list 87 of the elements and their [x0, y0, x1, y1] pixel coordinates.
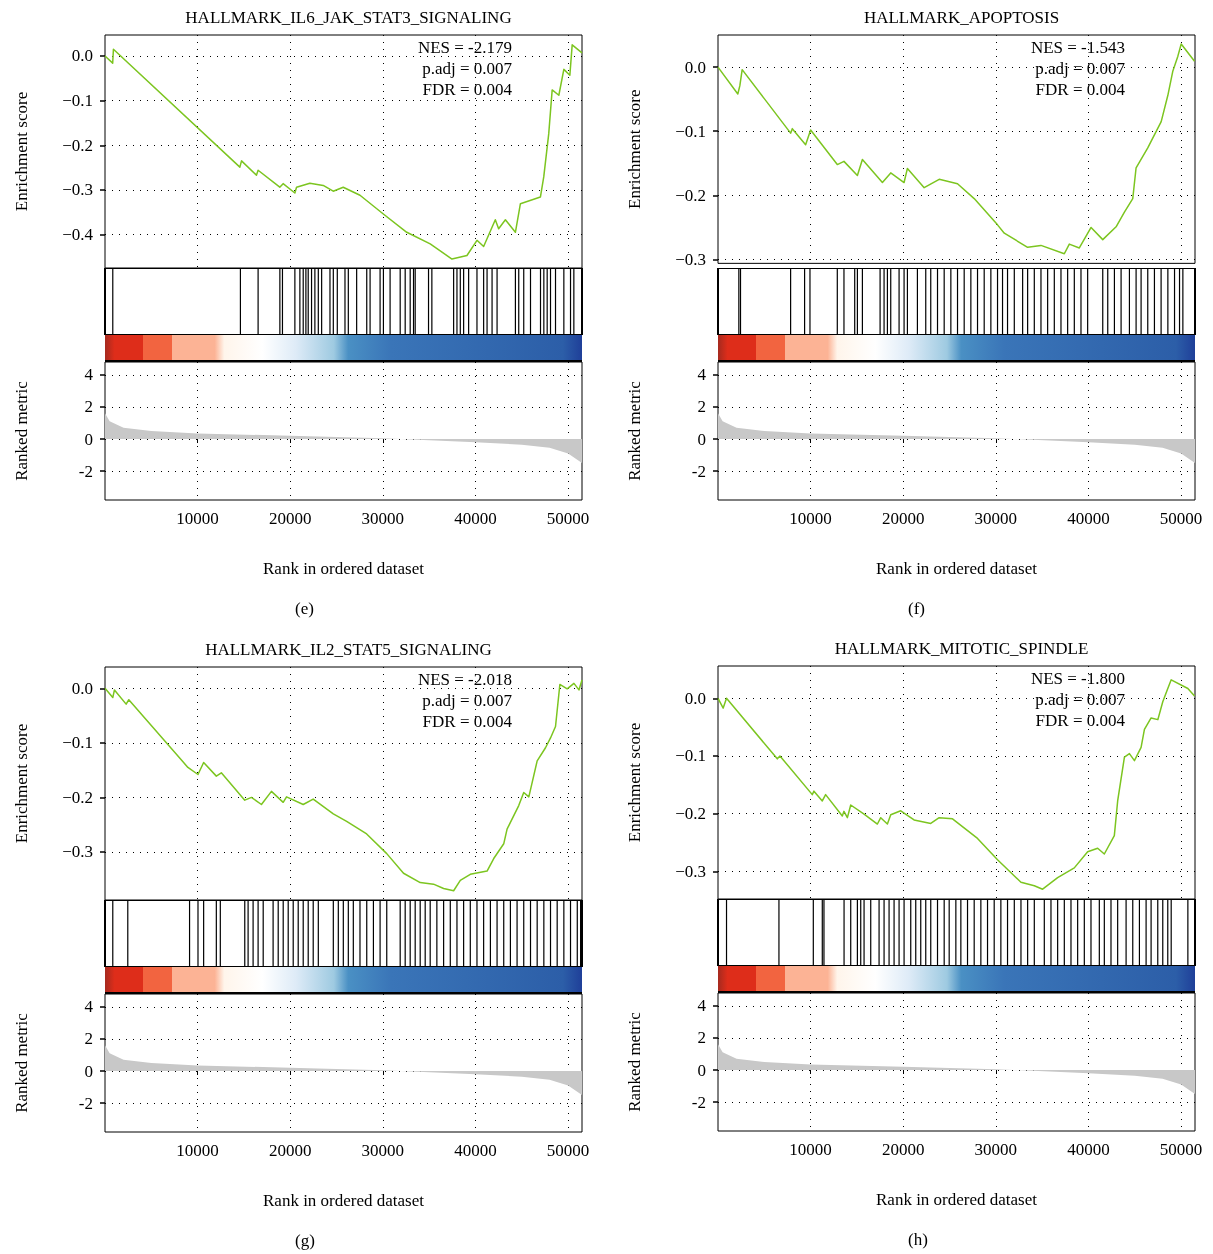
y-tick-label: −0.1: [62, 91, 93, 111]
annotation: NES = -1.800: [1030, 669, 1125, 688]
y-tick-label: 4: [84, 365, 94, 385]
annotation: p.adj = 0.007: [1035, 690, 1126, 709]
annotation: FDR = 0.004: [1035, 711, 1126, 730]
y-tick-label: −0.4: [62, 225, 94, 245]
y-tick-label: -2: [691, 1092, 706, 1112]
x-axis-title: Rank in ordered dataset: [263, 1191, 425, 1210]
x-axis-title: Rank in ordered dataset: [263, 559, 425, 578]
x-tick-label: 10000: [789, 1140, 832, 1159]
chart-title: HALLMARK_IL6_JAK_STAT3_SIGNALING: [185, 8, 512, 27]
y-tick-label: 2: [84, 397, 93, 417]
x-tick-label: 50000: [546, 509, 590, 528]
y-tick-label: 2: [697, 397, 706, 417]
x-tick-label: 30000: [361, 509, 405, 528]
y-tick-label: 0.0: [71, 678, 93, 698]
x-axis-title: Rank in ordered dataset: [876, 559, 1038, 578]
x-axis-title: Rank in ordered dataset: [876, 1190, 1038, 1209]
x-tick-label: 10000: [176, 1141, 219, 1160]
x-tick-label: 10000: [789, 509, 832, 528]
y-tick-label: −0.3: [675, 250, 706, 269]
y-axis-title: Ranked metric: [625, 380, 644, 481]
y-tick-label: 4: [697, 996, 707, 1016]
y-tick-label: 0: [84, 1061, 93, 1081]
y-axis-title: Enrichment score: [12, 91, 31, 212]
y-tick-label: −0.3: [675, 861, 706, 881]
y-tick-label: 0.0: [71, 46, 93, 66]
y-tick-label: 4: [697, 365, 707, 385]
x-tick-label: 40000: [1067, 509, 1110, 528]
x-tick-label: 20000: [881, 1140, 925, 1159]
y-tick-label: −0.1: [675, 746, 706, 766]
x-tick-label: 40000: [454, 509, 497, 528]
x-tick-label: 10000: [176, 509, 219, 528]
annotation: FDR = 0.004: [422, 712, 513, 731]
y-tick-label: −0.3: [62, 180, 93, 200]
y-tick-label: −0.2: [675, 804, 706, 824]
x-tick-label: 30000: [974, 1140, 1018, 1159]
y-tick-label: −0.1: [62, 733, 93, 753]
y-tick-label: -2: [691, 461, 706, 481]
annotation: NES = -2.018: [417, 670, 512, 689]
line-series: [717, 43, 1196, 255]
y-tick-label: 2: [697, 1028, 706, 1048]
x-tick-label: 50000: [1159, 1140, 1203, 1159]
x-tick-label: 30000: [361, 1141, 405, 1160]
y-tick-label: −0.2: [62, 787, 93, 807]
y-axis-title: Ranked metric: [12, 1012, 31, 1113]
annotation: p.adj = 0.007: [422, 59, 513, 78]
x-tick-label: 40000: [1067, 1140, 1110, 1159]
y-tick-label: -2: [78, 461, 93, 481]
y-axis-title: Enrichment score: [625, 89, 644, 209]
y-tick-label: −0.2: [62, 135, 93, 155]
line-series: [104, 44, 583, 260]
annotation: p.adj = 0.007: [422, 691, 513, 710]
y-axis-title: Enrichment score: [625, 722, 644, 843]
y-tick-label: 0.0: [684, 57, 706, 77]
x-tick-label: 50000: [1159, 509, 1203, 528]
y-axis-title: Ranked metric: [12, 380, 31, 481]
chart-title: HALLMARK_MITOTIC_SPINDLE: [834, 639, 1089, 658]
x-tick-label: 20000: [268, 509, 312, 528]
y-tick-label: 0: [697, 429, 706, 449]
text: (f): [908, 599, 925, 618]
y-tick-label: 2: [84, 1029, 93, 1049]
y-axis-title: Ranked metric: [625, 1011, 644, 1112]
annotation: NES = -2.179: [417, 38, 512, 57]
y-tick-label: −0.2: [675, 185, 706, 205]
chart-title: HALLMARK_IL2_STAT5_SIGNALING: [205, 640, 492, 659]
y-tick-label: 0: [697, 1060, 706, 1080]
annotation: FDR = 0.004: [422, 80, 513, 99]
y-tick-label: 4: [84, 997, 94, 1017]
text: (e): [295, 599, 314, 618]
x-tick-label: 50000: [546, 1141, 590, 1160]
x-tick-label: 20000: [268, 1141, 312, 1160]
annotation: NES = -1.543: [1030, 38, 1125, 57]
y-tick-label: 0: [84, 429, 93, 449]
x-tick-label: 40000: [454, 1141, 497, 1160]
y-tick-label: -2: [78, 1093, 93, 1113]
y-tick-label: 0.0: [684, 688, 706, 708]
y-tick-label: −0.1: [675, 121, 706, 141]
y-axis-title: Enrichment score: [12, 723, 31, 844]
text: (g): [295, 1231, 315, 1250]
annotation: p.adj = 0.007: [1035, 59, 1126, 78]
chart-title: HALLMARK_APOPTOSIS: [863, 8, 1060, 27]
x-tick-label: 20000: [881, 509, 925, 528]
text: (h): [908, 1230, 928, 1249]
x-tick-label: 30000: [974, 509, 1018, 528]
annotation: FDR = 0.004: [1035, 80, 1126, 99]
y-tick-label: −0.3: [62, 842, 93, 862]
